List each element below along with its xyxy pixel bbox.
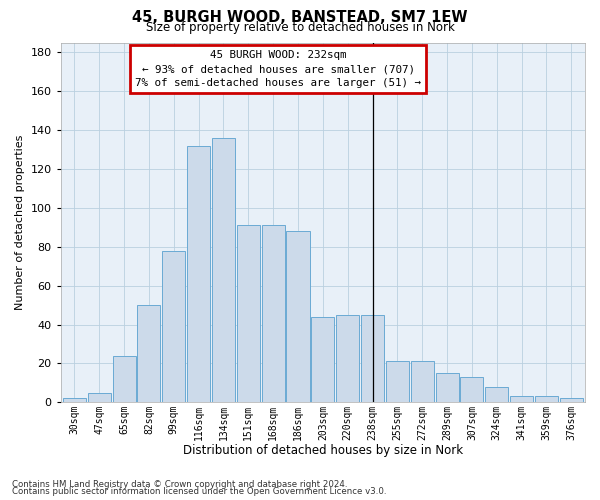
Bar [311, 316, 334, 402]
Y-axis label: Number of detached properties: Number of detached properties [15, 134, 25, 310]
X-axis label: Distribution of detached houses by size in Nork: Distribution of detached houses by size … [183, 444, 463, 458]
Bar [560, 398, 583, 402]
Text: Size of property relative to detached houses in Nork: Size of property relative to detached ho… [146, 22, 454, 35]
Bar [510, 396, 533, 402]
Text: Contains HM Land Registry data © Crown copyright and database right 2024.: Contains HM Land Registry data © Crown c… [12, 480, 347, 489]
Bar [63, 398, 86, 402]
Bar [410, 362, 434, 403]
Bar [187, 146, 210, 402]
Bar [460, 377, 484, 402]
Bar [286, 231, 310, 402]
Bar [262, 226, 285, 402]
Bar [113, 356, 136, 403]
Text: Contains public sector information licensed under the Open Government Licence v3: Contains public sector information licen… [12, 487, 386, 496]
Bar [436, 373, 458, 402]
Text: 45, BURGH WOOD, BANSTEAD, SM7 1EW: 45, BURGH WOOD, BANSTEAD, SM7 1EW [132, 10, 468, 25]
Text: 45 BURGH WOOD: 232sqm
← 93% of detached houses are smaller (707)
7% of semi-deta: 45 BURGH WOOD: 232sqm ← 93% of detached … [135, 50, 421, 88]
Bar [88, 392, 111, 402]
Bar [535, 396, 558, 402]
Bar [386, 362, 409, 403]
Bar [361, 315, 384, 402]
Bar [485, 386, 508, 402]
Bar [162, 250, 185, 402]
Bar [137, 305, 160, 402]
Bar [237, 226, 260, 402]
Bar [336, 315, 359, 402]
Bar [212, 138, 235, 402]
